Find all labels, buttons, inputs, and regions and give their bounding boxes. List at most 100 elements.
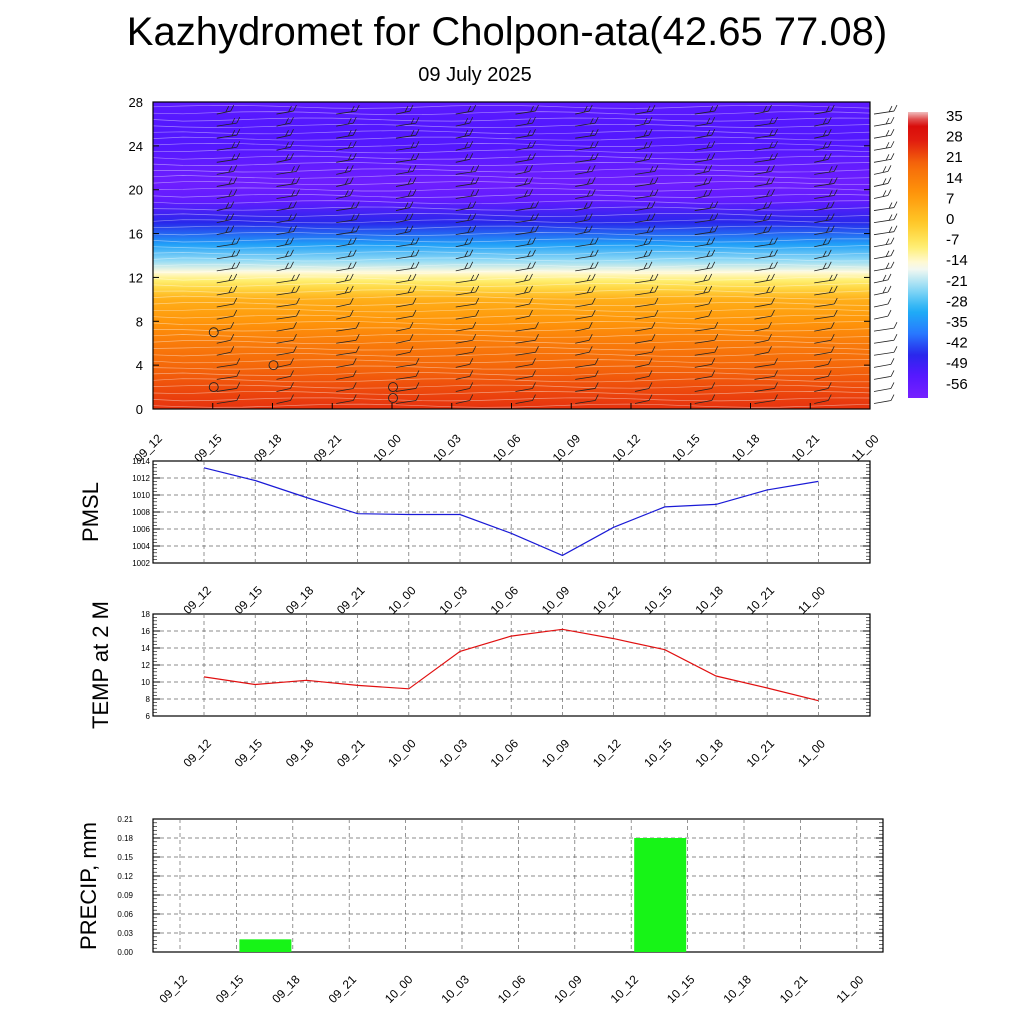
wind-barb-feather (415, 261, 420, 269)
wind-barb-feather (231, 117, 236, 125)
wind-barb-feather (594, 358, 599, 365)
wind-barb-feather (649, 166, 654, 173)
x-tick-label: 09_15 (213, 972, 247, 1006)
pmsl-grid (153, 461, 870, 563)
wind-barb-feather (233, 309, 238, 317)
wind-barb-feather (236, 249, 241, 256)
wind-barb-shaft (395, 158, 417, 163)
temperature-axis-label: TEMP at 2 M (88, 601, 113, 729)
wind-barb-shaft (336, 291, 351, 296)
wind-barb-feather (594, 116, 599, 124)
wind-barb-shaft (455, 339, 473, 344)
wind-barb-feather (833, 189, 838, 196)
wind-barb-feather (643, 130, 648, 137)
chart-title: Kazhydromet for Cholpon-ata(42.65 77.08) (126, 10, 888, 54)
wind-barb-shaft (455, 195, 476, 199)
wind-barb-shaft (455, 170, 476, 175)
wind-barb-feather (415, 358, 420, 365)
wind-barb-shaft (336, 267, 354, 272)
wind-barb-shaft (336, 400, 354, 404)
wind-barb-shaft (276, 207, 294, 211)
wind-barb-feather (706, 117, 711, 125)
wind-barb-feather (769, 262, 773, 270)
wind-barb-feather (236, 237, 241, 244)
wind-barb-feather (344, 166, 349, 173)
wind-barb-shaft (873, 339, 895, 344)
wind-barb-shaft (873, 291, 889, 296)
contour-line (152, 365, 871, 370)
wind-barb-feather (524, 178, 528, 185)
wind-barb-feather (233, 285, 238, 293)
wind-barb-shaft (216, 291, 234, 296)
wind-barb-feather (407, 274, 412, 282)
wind-barb-shaft (336, 195, 351, 199)
wind-barb-shaft (515, 363, 533, 368)
colorbar-label: -42 (946, 335, 968, 352)
wind-barb-shaft (634, 158, 650, 163)
wind-barb-shaft (455, 291, 476, 296)
wind-barb-feather (589, 117, 594, 125)
x-tick-label: 10_18 (692, 736, 726, 770)
wind-barb-shaft (276, 303, 297, 308)
wind-barb-feather (475, 297, 480, 305)
wind-barb-shaft (873, 195, 889, 199)
x-tick-label: 11_00 (795, 584, 828, 617)
colorbar-labels: 35 28 21 14 7 0 -7 -14 -21 -28 -35 -42 -49 -56 (946, 108, 968, 393)
wind-barb-shaft (575, 134, 596, 139)
wind-barb-feather (228, 190, 233, 197)
wind-barb-feather (646, 214, 651, 221)
wind-barb-feather (594, 129, 599, 136)
wind-barb-feather (535, 225, 539, 232)
wind-barb-shaft (336, 351, 357, 356)
wind-barb-shaft (216, 388, 237, 392)
wind-barb-shaft (276, 231, 294, 236)
wind-barb-feather (714, 213, 719, 220)
wind-barb-feather (469, 129, 474, 136)
x-tick-label: 10_00 (385, 583, 419, 617)
contour-line (152, 314, 871, 319)
wind-barb-feather (347, 117, 352, 125)
wind-barb-feather (296, 177, 300, 184)
wind-barb-shaft (814, 388, 829, 392)
wind-barb-shaft (276, 110, 294, 115)
colorbar-label: -14 (946, 252, 968, 269)
wind-barb-feather (646, 226, 651, 233)
wind-barb-feather (651, 201, 656, 208)
wind-barb-feather (409, 213, 414, 220)
wind-barb-feather (890, 237, 895, 244)
wind-barb-shaft (216, 255, 237, 260)
wind-barb-shaft (575, 122, 596, 127)
colorbar: 35 28 21 14 7 0 -7 -14 -21 -28 -35 -42 -49 -56 (908, 108, 968, 398)
wind-barb-shaft (395, 388, 417, 392)
y-tick-label: 0.09 (117, 891, 133, 900)
wind-barb-feather (649, 274, 654, 282)
wind-barb-shaft (395, 195, 414, 199)
wind-barb-feather (648, 261, 653, 269)
wind-barb-feather (882, 274, 887, 282)
x-tick-label: 09_15 (232, 736, 266, 770)
wind-barb-feather (589, 130, 594, 137)
wind-barb-feather (711, 129, 716, 136)
x-tick-label: 10_03 (436, 736, 470, 770)
contour-line (152, 232, 871, 236)
wind-barb-feather (591, 309, 596, 317)
wind-barb-feather (407, 286, 412, 294)
wind-barb-feather (355, 225, 360, 232)
wind-barb-feather (589, 262, 594, 270)
wind-barb-shaft (754, 110, 769, 115)
wind-barb-feather (288, 105, 292, 113)
wind-barb-feather (827, 358, 832, 365)
wind-barb-feather (350, 214, 355, 221)
wind-barb-shaft (754, 207, 769, 211)
wind-barb-feather (350, 226, 355, 233)
wind-barb-shaft (634, 351, 653, 356)
contour-line (152, 302, 871, 306)
wind-barb-feather (291, 178, 295, 185)
wind-barb-feather (285, 142, 289, 149)
wind-barb-shaft (575, 267, 596, 272)
wind-barb-shaft (694, 255, 712, 260)
y-tick-label: 0.03 (117, 929, 133, 938)
contour-line (152, 295, 871, 300)
x-tick-label: 10_03 (436, 583, 470, 617)
wind-barb-feather (703, 178, 708, 185)
